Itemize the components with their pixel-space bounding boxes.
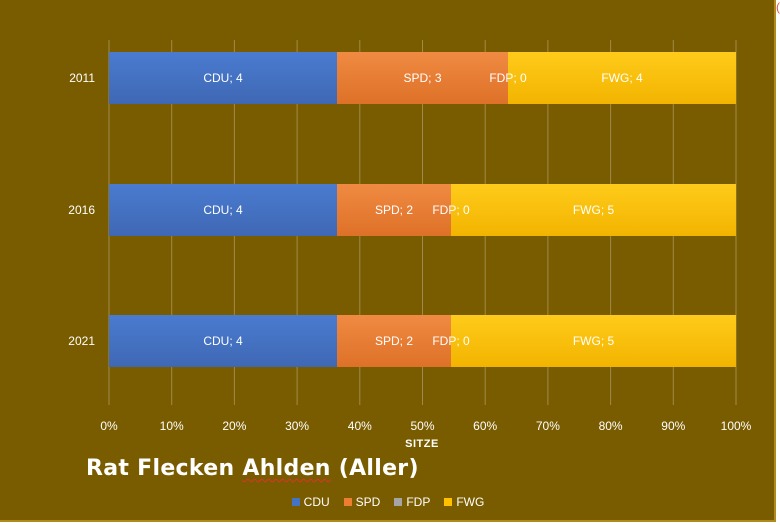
legend-label: FDP	[406, 495, 431, 509]
x-axis-title: SITZE	[405, 438, 439, 450]
legend-item-fwg: FWG	[444, 495, 484, 509]
bar-segment-spd	[337, 184, 451, 236]
legend: CDU SPD FDP FWG	[0, 495, 776, 509]
bar-segment-fwg	[508, 52, 736, 104]
y-category-label: 2011	[69, 71, 95, 85]
data-label: SPD; 2	[375, 334, 413, 348]
bar-segment-cdu	[109, 52, 337, 104]
corner-mark: (	[776, 0, 780, 14]
data-label: SPD; 3	[403, 71, 441, 85]
x-tick-label: 90%	[661, 419, 685, 433]
data-label: FDP; 0	[432, 203, 470, 217]
data-label: FWG; 4	[601, 71, 643, 85]
bar-segment-fwg	[451, 315, 736, 367]
y-category-label: 2016	[68, 203, 95, 217]
x-tick-label: 70%	[536, 419, 560, 433]
spellcheck-marked-word: Ahlden	[242, 456, 331, 481]
bar-segment-cdu	[109, 315, 337, 367]
legend-item-fdp: FDP	[394, 495, 430, 509]
bar-segment-fwg	[451, 184, 736, 236]
legend-swatch	[343, 498, 352, 506]
legend-label: SPD	[355, 495, 381, 509]
legend-swatch	[291, 498, 300, 506]
x-tick-label: 10%	[160, 419, 184, 433]
y-category-label: 2021	[68, 334, 95, 348]
legend-swatch	[444, 498, 453, 506]
x-tick-label: 60%	[473, 419, 497, 433]
data-label: CDU; 4	[203, 334, 243, 348]
data-label: FDP; 0	[489, 71, 527, 85]
bar-segment-cdu	[109, 184, 337, 236]
chart-title: Rat Flecken Ahlden (Aller)	[86, 456, 419, 481]
data-label: SPD; 2	[375, 203, 413, 217]
x-tick-label: 50%	[410, 419, 434, 433]
x-tick-label: 0%	[100, 419, 118, 433]
legend-swatch	[394, 498, 403, 506]
x-tick-label: 80%	[599, 419, 623, 433]
legend-item-spd: SPD	[343, 495, 381, 509]
data-label: CDU; 4	[203, 203, 243, 217]
bar-segment-spd	[337, 315, 451, 367]
chart-title-text: Rat Flecken Ahlden (Aller)	[86, 456, 419, 481]
bar-segment-spd	[337, 52, 508, 104]
x-tick-label: 30%	[285, 419, 309, 433]
x-tick-label: 40%	[348, 419, 372, 433]
data-label: CDU; 4	[203, 71, 243, 85]
legend-label: CDU	[303, 495, 330, 509]
x-tick-label: 100%	[721, 419, 752, 433]
data-label: FDP; 0	[432, 334, 470, 348]
data-label: FWG; 5	[573, 203, 615, 217]
legend-label: FWG	[456, 495, 485, 509]
x-tick-label: 20%	[222, 419, 246, 433]
legend-item-cdu: CDU	[291, 495, 330, 509]
data-label: FWG; 5	[573, 334, 615, 348]
